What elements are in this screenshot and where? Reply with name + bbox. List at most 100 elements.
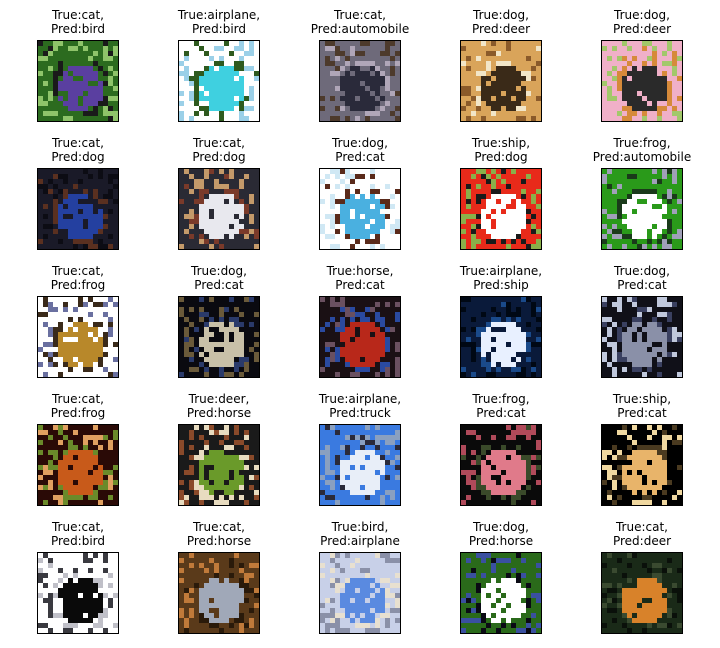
image-thumbnail (460, 552, 542, 634)
pred-label: Pred:truck (329, 406, 391, 420)
image-pixels (461, 169, 541, 249)
image-cell: True:dog, Pred:cat (571, 264, 713, 386)
image-cell: True:frog, Pred:cat (430, 392, 572, 514)
image-pixels (38, 297, 118, 377)
image-pixels (320, 297, 400, 377)
pred-label: Pred:horse (468, 534, 534, 548)
image-pixels (602, 169, 682, 249)
image-cell: True:dog, Pred:deer (571, 8, 713, 130)
pred-label: Pred:automobile (310, 22, 410, 36)
image-caption: True:bird, Pred:airplane (289, 520, 431, 548)
pred-label: Pred:dog (474, 150, 528, 164)
image-caption: True:dog, Pred:deer (430, 8, 572, 36)
pred-label: Pred:bird (50, 22, 106, 36)
image-caption: True:cat, Pred:bird (7, 8, 149, 36)
image-cell: True:airplane, Pred:truck (289, 392, 431, 514)
image-pixels (602, 41, 682, 121)
image-thumbnail (37, 424, 119, 506)
true-label: True:ship, (612, 392, 672, 406)
image-caption: True:cat, Pred:deer (571, 520, 713, 548)
image-thumbnail (601, 552, 683, 634)
image-pixels (179, 553, 259, 633)
image-thumbnail (178, 552, 260, 634)
true-label: True:cat, (51, 8, 104, 22)
image-cell: True:cat, Pred:dog (148, 136, 290, 258)
image-cell: True:horse, Pred:cat (289, 264, 431, 386)
image-cell: True:airplane, Pred:ship (430, 264, 572, 386)
image-thumbnail (460, 296, 542, 378)
image-pixels (602, 553, 682, 633)
image-caption: True:airplane, Pred:bird (148, 8, 290, 36)
image-cell: True:deer, Pred:horse (148, 392, 290, 514)
image-cell: True:cat, Pred:bird (7, 8, 149, 130)
pred-label: Pred:cat (335, 278, 385, 292)
pred-label: Pred:deer (471, 22, 531, 36)
image-caption: True:cat, Pred:bird (7, 520, 149, 548)
image-caption: True:deer, Pred:horse (148, 392, 290, 420)
image-pixels (179, 41, 259, 121)
image-pixels (461, 425, 541, 505)
pred-label: Pred:deer (612, 534, 672, 548)
image-cell: True:cat, Pred:dog (7, 136, 149, 258)
true-label: True:frog, (613, 136, 671, 150)
true-label: True:dog, (473, 8, 529, 22)
image-cell: True:ship, Pred:dog (430, 136, 572, 258)
true-label: True:dog, (332, 136, 388, 150)
image-thumbnail (37, 296, 119, 378)
image-thumbnail (319, 424, 401, 506)
pred-label: Pred:bird (191, 22, 247, 36)
image-caption: True:cat, Pred:frog (7, 392, 149, 420)
true-label: True:cat, (51, 264, 104, 278)
pred-label: Pred:cat (476, 406, 526, 420)
image-thumbnail (37, 40, 119, 122)
true-label: True:cat, (192, 520, 245, 534)
image-cell: True:cat, Pred:automobile (289, 8, 431, 130)
image-pixels (461, 553, 541, 633)
pred-label: Pred:horse (186, 406, 252, 420)
true-label: True:airplane, (177, 8, 261, 22)
image-pixels (38, 169, 118, 249)
true-label: True:cat, (192, 136, 245, 150)
pred-label: Pred:cat (194, 278, 244, 292)
image-cell: True:dog, Pred:cat (148, 264, 290, 386)
image-caption: True:dog, Pred:deer (571, 8, 713, 36)
true-label: True:dog, (614, 264, 670, 278)
true-label: True:cat, (615, 520, 668, 534)
image-pixels (38, 41, 118, 121)
image-pixels (38, 553, 118, 633)
image-pixels (179, 169, 259, 249)
image-caption: True:horse, Pred:cat (289, 264, 431, 292)
true-label: True:deer, (188, 392, 250, 406)
image-cell: True:cat, Pred:horse (148, 520, 290, 642)
image-cell: True:ship, Pred:cat (571, 392, 713, 514)
image-pixels (602, 297, 682, 377)
pred-label: Pred:frog (50, 406, 106, 420)
image-caption: True:cat, Pred:frog (7, 264, 149, 292)
image-caption: True:ship, Pred:cat (571, 392, 713, 420)
true-label: True:dog, (473, 520, 529, 534)
image-cell: True:frog, Pred:automobile (571, 136, 713, 258)
image-pixels (179, 297, 259, 377)
image-pixels (320, 425, 400, 505)
image-cell: True:cat, Pred:frog (7, 392, 149, 514)
image-pixels (461, 41, 541, 121)
image-thumbnail (319, 40, 401, 122)
image-thumbnail (37, 168, 119, 250)
image-pixels (461, 297, 541, 377)
true-label: True:frog, (472, 392, 530, 406)
image-thumbnail (178, 40, 260, 122)
image-cell: True:bird, Pred:airplane (289, 520, 431, 642)
image-pixels (179, 425, 259, 505)
pred-label: Pred:frog (50, 278, 106, 292)
true-label: True:bird, (331, 520, 389, 534)
image-caption: True:airplane, Pred:truck (289, 392, 431, 420)
image-thumbnail (319, 296, 401, 378)
image-pixels (320, 169, 400, 249)
pred-label: Pred:cat (335, 150, 385, 164)
image-thumbnail (37, 552, 119, 634)
image-thumbnail (178, 424, 260, 506)
image-cell: True:cat, Pred:bird (7, 520, 149, 642)
pred-label: Pred:bird (50, 534, 106, 548)
image-thumbnail (601, 424, 683, 506)
